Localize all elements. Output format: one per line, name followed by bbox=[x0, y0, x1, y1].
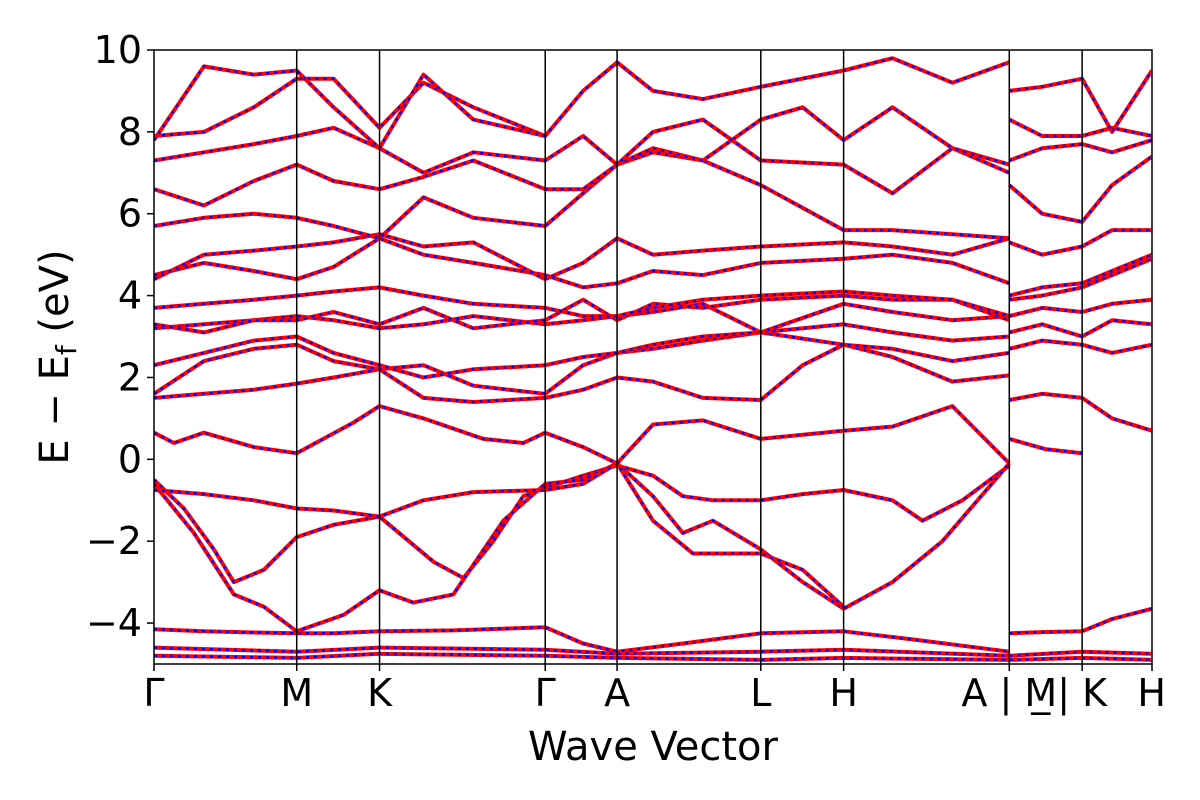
band-dash-5 bbox=[154, 461, 845, 608]
x-tick-label: H bbox=[829, 671, 858, 715]
x-tick-label: | K bbox=[1057, 671, 1108, 716]
x-tick-label: L bbox=[750, 671, 771, 715]
kpoint-lines bbox=[295, 50, 1083, 664]
plot-frame bbox=[153, 49, 1153, 665]
y-axis-label-sub: f bbox=[50, 344, 83, 355]
y-tick-label: 4 bbox=[118, 274, 142, 318]
y-axis-label: E − Ef (eV) bbox=[32, 249, 83, 464]
band-line-4 bbox=[154, 461, 1011, 634]
band-dash-14 bbox=[154, 228, 1152, 281]
plot-background bbox=[154, 50, 1152, 664]
y-tick-label: 10 bbox=[94, 28, 142, 72]
y-ticks: 10 8 6 4 2 0 −2 −4 bbox=[86, 28, 154, 645]
y-tick-label: −2 bbox=[86, 519, 142, 563]
y-tick-label: 0 bbox=[118, 437, 142, 481]
x-tick-label: K bbox=[367, 671, 393, 715]
x-tick-label: H bbox=[1137, 671, 1166, 715]
band-dash-6 bbox=[154, 404, 1083, 465]
x-tick-label: Γ bbox=[535, 671, 556, 715]
band-dash-19 bbox=[154, 65, 546, 151]
band-dash-2 bbox=[154, 652, 1152, 662]
band-dash-15 bbox=[154, 151, 1152, 240]
band-dash-17 bbox=[154, 118, 1152, 195]
x-axis-label: Wave Vector bbox=[528, 724, 779, 770]
band-dash-1 bbox=[154, 646, 1152, 658]
x-tick-label: A | M̲ bbox=[961, 671, 1057, 716]
y-tick-label: 8 bbox=[118, 110, 142, 154]
x-tick-label: A bbox=[604, 671, 630, 715]
y-tick-label: 6 bbox=[118, 192, 142, 236]
band-dash-10 bbox=[154, 302, 1152, 338]
y-tick-label: 2 bbox=[118, 355, 142, 399]
x-ticks: Γ M K Γ A L H A | M̲ | K H bbox=[143, 664, 1166, 716]
x-tick-label: Γ bbox=[143, 671, 164, 715]
y-axis-label-unit: (eV) bbox=[32, 249, 78, 345]
y-axis-label-main: E − E bbox=[32, 355, 78, 465]
band-dash-8 bbox=[154, 331, 1010, 396]
y-tick-label: −4 bbox=[86, 601, 142, 645]
x-tick-label: M bbox=[280, 671, 313, 715]
